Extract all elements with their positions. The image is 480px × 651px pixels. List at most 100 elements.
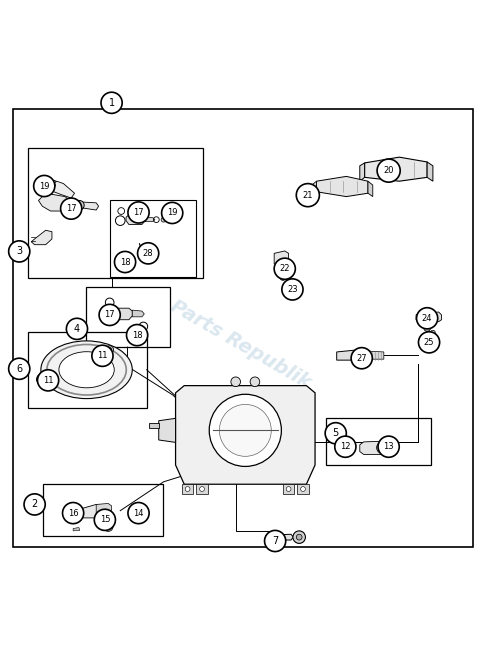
- Circle shape: [296, 534, 301, 540]
- Text: 1: 1: [108, 98, 114, 108]
- Polygon shape: [38, 193, 71, 211]
- Circle shape: [300, 487, 305, 492]
- Circle shape: [67, 505, 82, 519]
- Circle shape: [376, 159, 399, 182]
- Circle shape: [40, 377, 45, 381]
- Circle shape: [219, 404, 271, 456]
- Polygon shape: [181, 484, 193, 494]
- Polygon shape: [46, 181, 74, 198]
- Circle shape: [9, 358, 30, 380]
- Circle shape: [296, 184, 319, 207]
- Circle shape: [281, 279, 302, 300]
- Polygon shape: [196, 484, 207, 494]
- Polygon shape: [175, 385, 314, 484]
- Polygon shape: [266, 534, 293, 540]
- Bar: [85, 287, 169, 347]
- Polygon shape: [274, 251, 288, 264]
- Text: 18: 18: [132, 331, 142, 340]
- Circle shape: [34, 175, 55, 197]
- Circle shape: [106, 524, 110, 529]
- Polygon shape: [71, 201, 98, 210]
- Circle shape: [137, 243, 158, 264]
- Circle shape: [209, 395, 281, 466]
- Circle shape: [350, 348, 372, 368]
- Circle shape: [92, 345, 113, 367]
- Text: 16: 16: [68, 508, 78, 518]
- Bar: [325, 418, 430, 465]
- Polygon shape: [76, 505, 106, 518]
- Polygon shape: [96, 503, 111, 514]
- Polygon shape: [336, 350, 365, 360]
- Text: 18: 18: [120, 258, 130, 266]
- Polygon shape: [311, 181, 316, 196]
- Text: 27: 27: [356, 353, 366, 363]
- Circle shape: [108, 348, 111, 352]
- Text: 7: 7: [272, 536, 277, 546]
- Polygon shape: [149, 423, 158, 428]
- Text: 2: 2: [32, 499, 37, 510]
- Polygon shape: [335, 442, 350, 454]
- Circle shape: [161, 217, 166, 222]
- Bar: [43, 484, 162, 536]
- Circle shape: [264, 531, 285, 551]
- Circle shape: [106, 346, 113, 353]
- Circle shape: [324, 422, 346, 444]
- Circle shape: [126, 325, 147, 346]
- Circle shape: [37, 370, 59, 391]
- Circle shape: [377, 436, 398, 457]
- Text: 5: 5: [332, 428, 338, 438]
- Text: 21: 21: [302, 191, 312, 200]
- Bar: [109, 201, 196, 277]
- Text: 11: 11: [43, 376, 53, 385]
- Text: 17: 17: [133, 208, 144, 217]
- Circle shape: [376, 442, 387, 454]
- Circle shape: [430, 330, 434, 335]
- Polygon shape: [316, 176, 367, 197]
- Circle shape: [9, 241, 30, 262]
- Circle shape: [199, 487, 204, 492]
- Circle shape: [114, 251, 135, 273]
- Circle shape: [105, 311, 111, 317]
- Circle shape: [250, 377, 259, 387]
- Text: 14: 14: [133, 508, 144, 518]
- Polygon shape: [126, 215, 145, 225]
- Text: 13: 13: [383, 442, 393, 451]
- Text: Parts Republik: Parts Republik: [167, 297, 313, 393]
- Circle shape: [66, 318, 87, 339]
- Text: 6: 6: [16, 364, 22, 374]
- Polygon shape: [73, 527, 80, 531]
- Circle shape: [279, 275, 285, 281]
- Circle shape: [128, 202, 149, 223]
- Circle shape: [418, 332, 439, 353]
- Polygon shape: [359, 441, 394, 454]
- Circle shape: [36, 374, 48, 385]
- Polygon shape: [415, 312, 441, 322]
- Polygon shape: [365, 351, 383, 359]
- Circle shape: [292, 531, 305, 544]
- Text: 25: 25: [423, 338, 433, 347]
- Text: 23: 23: [287, 285, 297, 294]
- Text: 19: 19: [39, 182, 49, 191]
- Text: 17: 17: [104, 311, 115, 320]
- Text: 20: 20: [383, 166, 393, 175]
- Circle shape: [65, 198, 77, 210]
- Polygon shape: [132, 310, 144, 317]
- Polygon shape: [158, 419, 175, 443]
- Ellipse shape: [41, 341, 132, 398]
- Ellipse shape: [59, 352, 114, 388]
- Text: 17: 17: [66, 204, 76, 213]
- Circle shape: [284, 275, 288, 279]
- Circle shape: [68, 201, 74, 207]
- Circle shape: [99, 304, 120, 326]
- Circle shape: [286, 487, 290, 492]
- Circle shape: [161, 202, 182, 223]
- Text: 28: 28: [143, 249, 153, 258]
- Circle shape: [24, 494, 45, 515]
- Polygon shape: [145, 217, 155, 221]
- Polygon shape: [94, 347, 106, 353]
- Text: 4: 4: [74, 324, 80, 334]
- Circle shape: [101, 92, 122, 113]
- Polygon shape: [140, 249, 142, 253]
- Circle shape: [423, 325, 430, 331]
- Circle shape: [274, 258, 295, 279]
